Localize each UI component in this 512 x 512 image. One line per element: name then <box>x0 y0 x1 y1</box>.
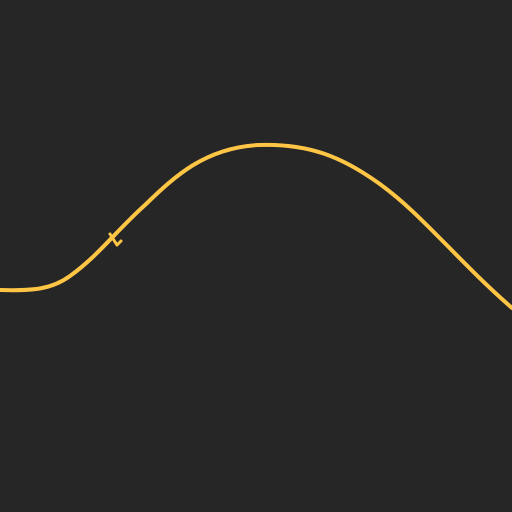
wave-curve <box>0 142 512 310</box>
curve-tick-marker <box>108 232 123 247</box>
